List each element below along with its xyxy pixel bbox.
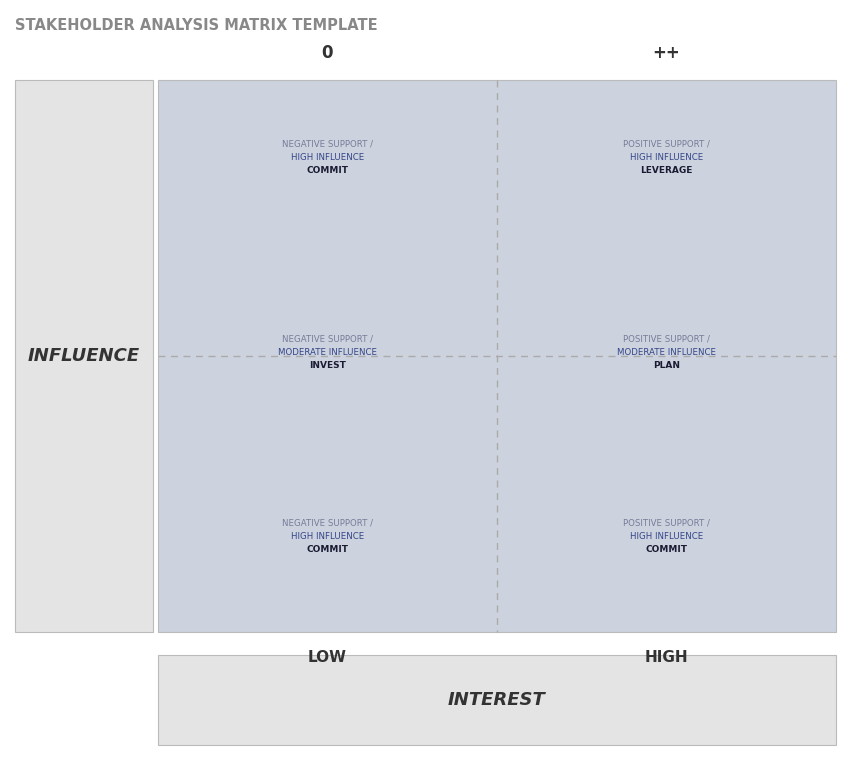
Text: 0: 0 [322, 44, 333, 62]
Text: ++: ++ [653, 44, 681, 62]
Text: COMMIT: COMMIT [307, 166, 348, 175]
Text: INTEREST: INTEREST [448, 691, 546, 709]
Text: HIGH: HIGH [645, 650, 688, 665]
Text: STAKEHOLDER ANALYSIS MATRIX TEMPLATE: STAKEHOLDER ANALYSIS MATRIX TEMPLATE [15, 18, 377, 33]
Text: MODERATE INFLUENCE: MODERATE INFLUENCE [278, 348, 377, 357]
Text: POSITIVE SUPPORT /: POSITIVE SUPPORT / [623, 519, 710, 528]
Text: INFLUENCE: INFLUENCE [28, 347, 140, 365]
Text: INVEST: INVEST [309, 361, 346, 370]
Bar [158, 80, 836, 632]
Text: NEGATIVE SUPPORT /: NEGATIVE SUPPORT / [282, 140, 373, 149]
Text: LOW: LOW [308, 650, 347, 665]
Text: LEVERAGE: LEVERAGE [641, 166, 693, 175]
Bar [158, 655, 836, 745]
Text: HIGH INFLUENCE: HIGH INFLUENCE [630, 532, 703, 541]
Text: COMMIT: COMMIT [307, 545, 348, 554]
Text: POSITIVE SUPPORT /: POSITIVE SUPPORT / [623, 335, 710, 344]
Text: NEGATIVE SUPPORT /: NEGATIVE SUPPORT / [282, 519, 373, 528]
Text: HIGH INFLUENCE: HIGH INFLUENCE [630, 153, 703, 162]
Text: NEGATIVE SUPPORT /: NEGATIVE SUPPORT / [282, 335, 373, 344]
Text: PLAN: PLAN [653, 361, 680, 370]
Text: HIGH INFLUENCE: HIGH INFLUENCE [291, 532, 364, 541]
Text: HIGH INFLUENCE: HIGH INFLUENCE [291, 153, 364, 162]
Bar [15, 80, 153, 632]
Text: POSITIVE SUPPORT /: POSITIVE SUPPORT / [623, 140, 710, 149]
Text: MODERATE INFLUENCE: MODERATE INFLUENCE [617, 348, 716, 357]
Text: COMMIT: COMMIT [646, 545, 688, 554]
